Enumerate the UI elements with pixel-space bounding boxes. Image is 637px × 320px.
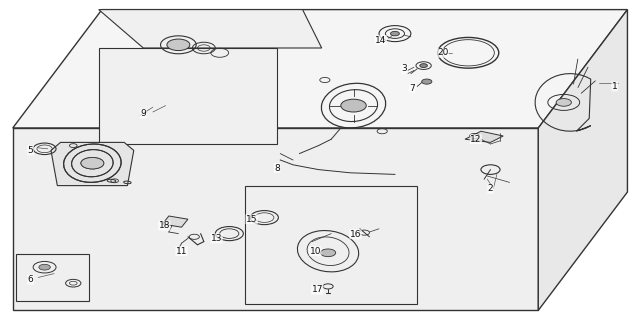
Circle shape xyxy=(320,249,336,257)
Polygon shape xyxy=(465,131,503,142)
Text: 5: 5 xyxy=(27,146,34,155)
Bar xyxy=(245,186,417,304)
Polygon shape xyxy=(538,10,627,310)
Bar xyxy=(16,254,89,301)
Text: 2: 2 xyxy=(488,184,493,193)
Circle shape xyxy=(341,99,366,112)
Text: 15: 15 xyxy=(246,215,257,224)
Circle shape xyxy=(390,31,399,36)
Circle shape xyxy=(556,99,571,106)
Polygon shape xyxy=(13,10,627,128)
Text: 20: 20 xyxy=(437,48,448,57)
Text: 8: 8 xyxy=(274,164,280,172)
Circle shape xyxy=(81,157,104,169)
Text: 11: 11 xyxy=(176,247,187,256)
Polygon shape xyxy=(99,48,277,144)
Text: 7: 7 xyxy=(409,84,415,92)
Text: 18: 18 xyxy=(159,221,170,230)
Polygon shape xyxy=(162,216,188,227)
Circle shape xyxy=(422,79,432,84)
Circle shape xyxy=(39,264,50,270)
Polygon shape xyxy=(99,10,322,48)
Circle shape xyxy=(420,64,427,68)
Text: 3: 3 xyxy=(401,64,408,73)
Text: 13: 13 xyxy=(211,234,222,243)
Text: 16: 16 xyxy=(350,230,361,239)
Text: 17: 17 xyxy=(311,285,323,294)
Text: 6: 6 xyxy=(27,276,34,284)
Text: 1: 1 xyxy=(612,82,618,91)
Circle shape xyxy=(81,157,104,169)
Circle shape xyxy=(167,39,190,51)
Text: 10: 10 xyxy=(310,247,321,256)
Text: 9: 9 xyxy=(140,109,147,118)
Text: 12: 12 xyxy=(470,135,482,144)
Text: 14: 14 xyxy=(375,36,387,44)
Polygon shape xyxy=(51,142,134,186)
Polygon shape xyxy=(13,128,538,310)
